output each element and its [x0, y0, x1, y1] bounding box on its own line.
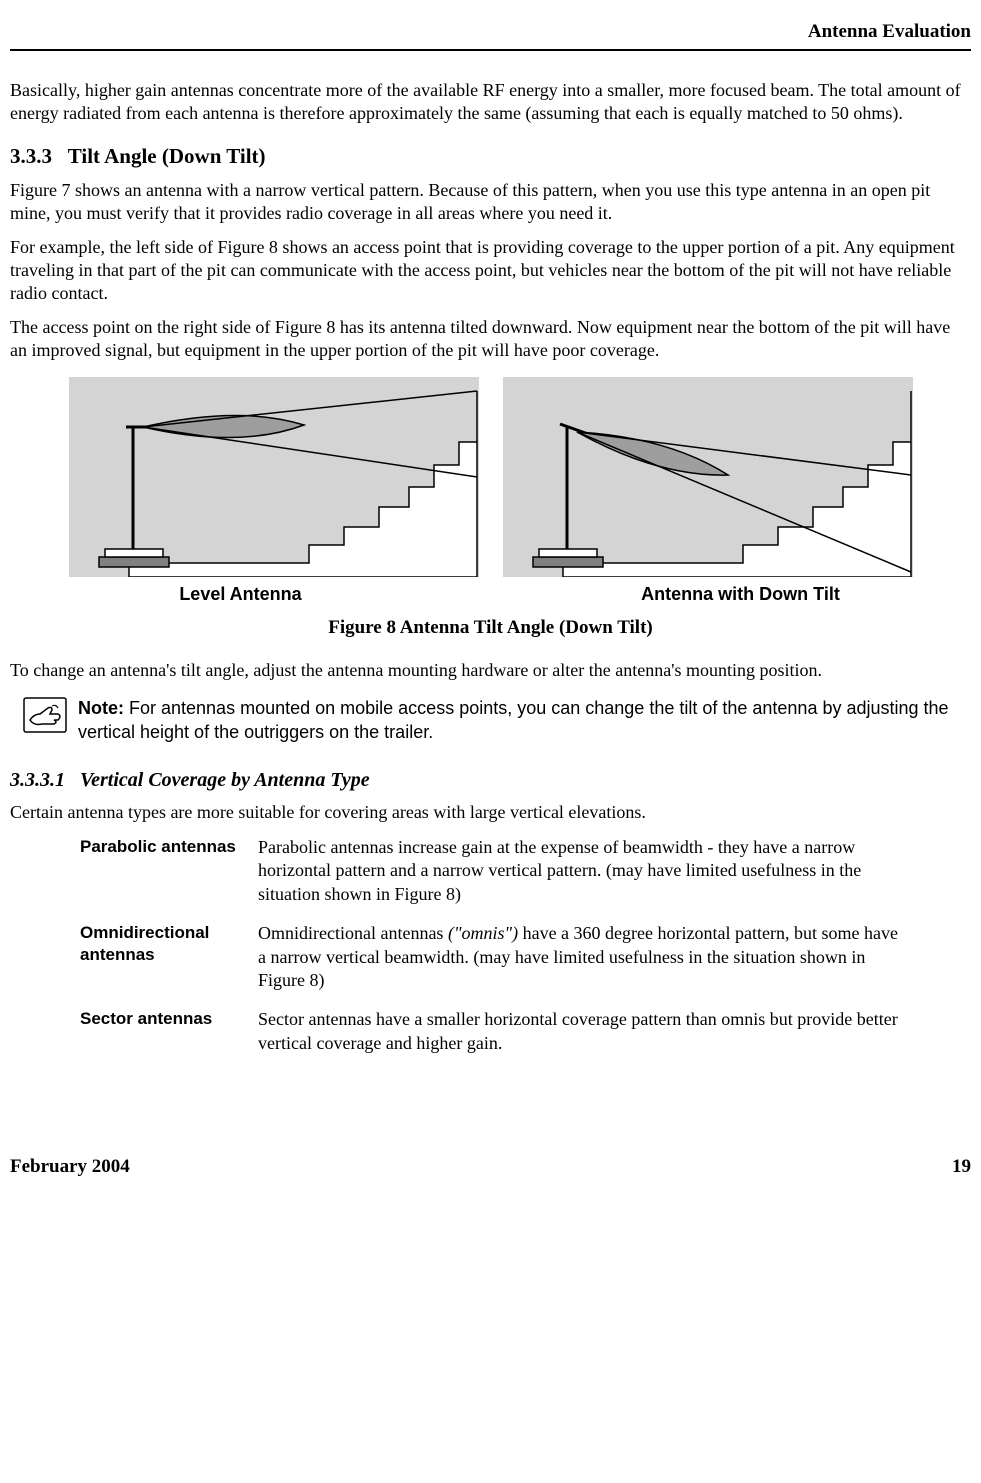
- section-333-title: Tilt Angle (Down Tilt): [68, 144, 266, 168]
- section-333-p2: For example, the left side of Figure 8 s…: [10, 236, 971, 306]
- section-333-number: 3.3.3: [10, 144, 52, 168]
- definition-row: Parabolic antennas Parabolic antennas in…: [80, 836, 971, 906]
- definition-term: Sector antennas: [80, 1008, 240, 1055]
- note-box: Note: For antennas mounted on mobile acc…: [22, 696, 971, 745]
- definition-desc: Omnidirectional antennas ("omnis") have …: [258, 922, 898, 992]
- page-header: Antenna Evaluation: [10, 20, 971, 51]
- section-3331-title: Vertical Coverage by Antenna Type: [80, 769, 370, 791]
- note-text: Note: For antennas mounted on mobile acc…: [78, 696, 971, 745]
- figure-8-caption: Figure 8 Antenna Tilt Angle (Down Tilt): [10, 616, 971, 641]
- section-3331-intro: Certain antenna types are more suitable …: [10, 801, 971, 824]
- figure-8-right: [503, 377, 913, 577]
- figure-8-left: [69, 377, 479, 577]
- figure-8-label-right: Antenna with Down Tilt: [551, 583, 931, 606]
- intro-paragraph: Basically, higher gain antennas concentr…: [10, 79, 971, 126]
- level-antenna-diagram: [69, 377, 479, 577]
- section-333-p3: The access point on the right side of Fi…: [10, 316, 971, 363]
- definition-row: Sector antennas Sector antennas have a s…: [80, 1008, 971, 1055]
- note-label: Note:: [78, 698, 124, 718]
- page-footer: February 2004 19: [10, 1155, 971, 1180]
- note-body: For antennas mounted on mobile access po…: [78, 698, 949, 742]
- figure-8: Level Antenna Antenna with Down Tilt Fig…: [10, 377, 971, 641]
- downtilt-antenna-diagram: [503, 377, 913, 577]
- post-figure-paragraph: To change an antenna's tilt angle, adjus…: [10, 659, 971, 682]
- definition-desc: Sector antennas have a smaller horizonta…: [258, 1008, 898, 1055]
- definition-desc: Parabolic antennas increase gain at the …: [258, 836, 898, 906]
- definition-term: Omnidirectional antennas: [80, 922, 240, 992]
- section-333-heading: 3.3.3 Tilt Angle (Down Tilt): [10, 143, 971, 170]
- section-333-p1: Figure 7 shows an antenna with a narrow …: [10, 179, 971, 226]
- footer-date: February 2004: [10, 1155, 130, 1180]
- section-3331-number: 3.3.3.1: [10, 769, 65, 791]
- header-title: Antenna Evaluation: [808, 21, 971, 42]
- definitions-table: Parabolic antennas Parabolic antennas in…: [80, 836, 971, 1055]
- definition-term: Parabolic antennas: [80, 836, 240, 906]
- figure-8-label-left: Level Antenna: [51, 583, 431, 606]
- footer-page: 19: [952, 1155, 971, 1180]
- definition-row: Omnidirectional antennas Omnidirectional…: [80, 922, 971, 992]
- note-hand-icon: [22, 696, 68, 734]
- section-3331-heading: 3.3.3.1 Vertical Coverage by Antenna Typ…: [10, 767, 971, 793]
